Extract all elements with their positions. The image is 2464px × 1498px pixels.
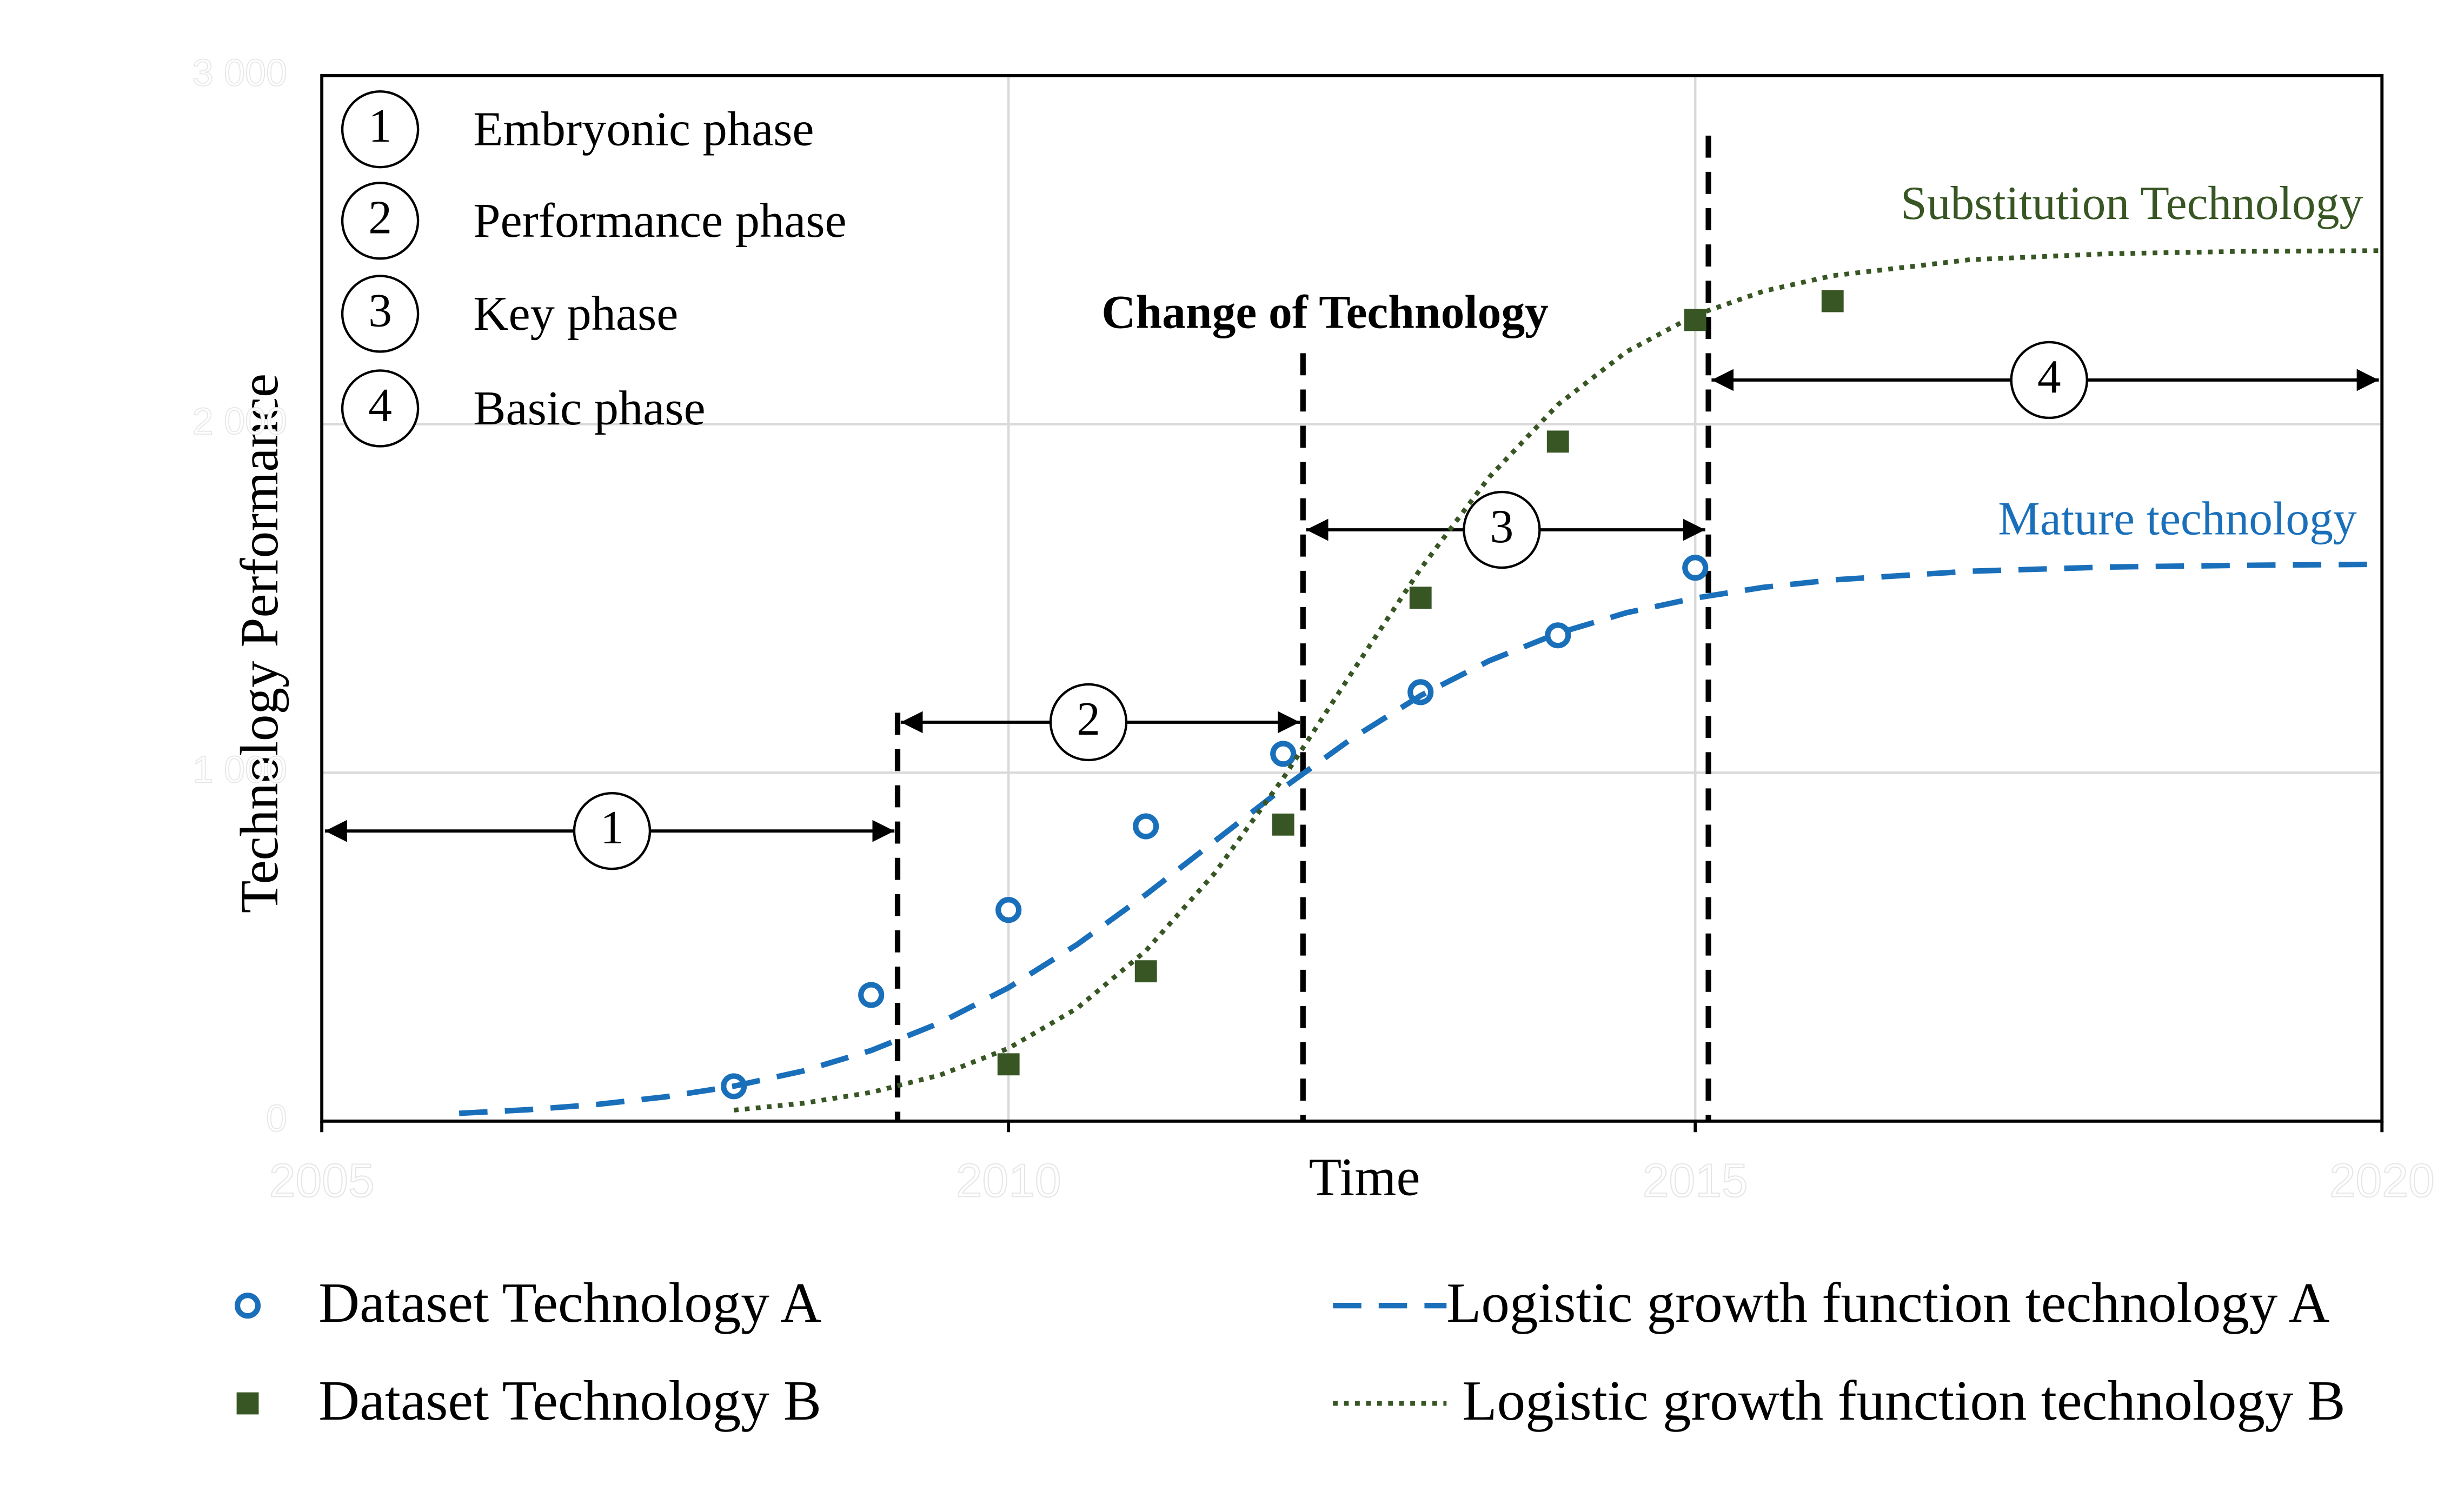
annotation: Mature technology — [1998, 492, 2357, 544]
phase-badge — [341, 275, 420, 353]
phase-badge — [341, 182, 420, 260]
data-point — [1682, 555, 1709, 581]
y-tick-label: 2 000 — [192, 400, 287, 442]
phase-badge — [2010, 341, 2088, 420]
x-tick-label: 2015 — [1643, 1154, 1748, 1207]
phase-label: Performance phase — [473, 193, 846, 248]
phase-number: 4 — [368, 378, 392, 431]
trend-line — [459, 561, 2382, 1116]
data-point — [1545, 622, 1571, 649]
phase-number: 2 — [368, 191, 392, 243]
y-tick-label: 0 — [266, 1097, 287, 1139]
phase-badge — [341, 369, 420, 448]
phase-number: 1 — [600, 801, 624, 854]
legend-swatch — [234, 1293, 261, 1319]
phase-number: 4 — [2037, 350, 2061, 403]
x-tick-label: 2020 — [2329, 1154, 2435, 1207]
data-point — [1409, 587, 1432, 609]
phase-label: Embryonic phase — [473, 102, 814, 156]
legend-label: Logistic growth function technology B — [1462, 1369, 2345, 1432]
x-tick-label: 2010 — [956, 1154, 1061, 1207]
data-point — [1270, 741, 1297, 767]
y-axis-label: Technology Performance — [230, 374, 289, 913]
data-point — [1272, 813, 1294, 836]
data-point — [995, 897, 1022, 923]
phase-label: Basic phase — [473, 381, 705, 435]
legend-label: Logistic growth function technology A — [1446, 1271, 2329, 1334]
data-point — [1546, 430, 1569, 453]
phase-badge — [341, 90, 420, 169]
y-tick-label: 3 000 — [192, 52, 287, 94]
trend-line — [733, 248, 2382, 1113]
phase-number: 1 — [368, 99, 392, 152]
phase-number: 2 — [1077, 693, 1100, 745]
plot-frame — [320, 74, 2384, 1123]
y-tick-label: 1 000 — [192, 749, 287, 791]
phase-number: 3 — [368, 284, 392, 336]
x-tick-label: 2005 — [269, 1154, 375, 1207]
annotation: Change of Technology — [1101, 285, 1549, 338]
phase-badge — [1463, 490, 1541, 569]
phase-badge — [573, 791, 652, 870]
phase-number: 3 — [1490, 500, 1514, 552]
phase-badge — [1049, 683, 1128, 762]
legend-label: Dataset Technology B — [318, 1369, 821, 1432]
legend-label: Dataset Technology A — [318, 1271, 821, 1334]
x-axis-label: Time — [1309, 1148, 1420, 1207]
data-point — [1133, 813, 1159, 840]
data-point — [1821, 290, 1844, 312]
data-point — [858, 982, 885, 1008]
data-point — [997, 1053, 1020, 1076]
annotation: Substitution Technology — [1901, 177, 2363, 229]
data-point — [1134, 960, 1157, 983]
phase-markers — [324, 135, 2379, 1121]
legend-swatch — [236, 1392, 259, 1415]
phase-label: Key phase — [473, 286, 678, 341]
